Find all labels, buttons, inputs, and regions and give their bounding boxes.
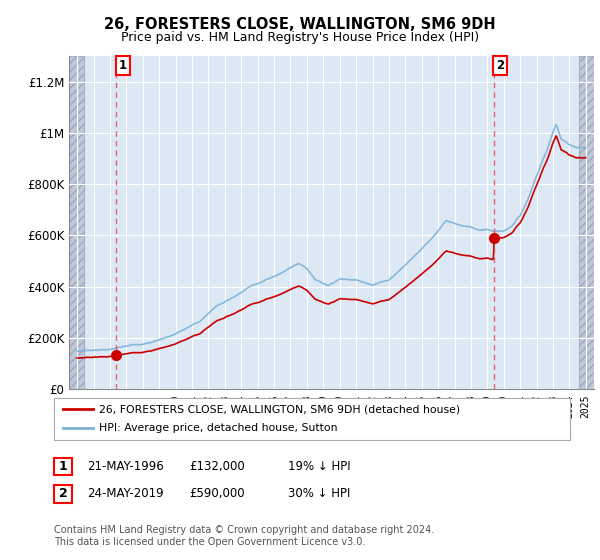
- Text: HPI: Average price, detached house, Sutton: HPI: Average price, detached house, Sutt…: [99, 423, 337, 433]
- Text: 2: 2: [59, 487, 67, 501]
- Text: 2: 2: [496, 59, 505, 72]
- Bar: [69, 56, 84, 389]
- Text: £590,000: £590,000: [189, 487, 245, 501]
- Text: 26, FORESTERS CLOSE, WALLINGTON, SM6 9DH: 26, FORESTERS CLOSE, WALLINGTON, SM6 9DH: [104, 17, 496, 32]
- Bar: [579, 56, 594, 389]
- Text: Contains HM Land Registry data © Crown copyright and database right 2024.
This d: Contains HM Land Registry data © Crown c…: [54, 525, 434, 547]
- Text: 1: 1: [119, 59, 127, 72]
- Text: 19% ↓ HPI: 19% ↓ HPI: [288, 460, 350, 473]
- Text: 1: 1: [59, 460, 67, 473]
- Bar: [579, 56, 594, 389]
- Text: 24-MAY-2019: 24-MAY-2019: [87, 487, 164, 501]
- Bar: [69, 56, 84, 389]
- Text: 30% ↓ HPI: 30% ↓ HPI: [288, 487, 350, 501]
- Text: 21-MAY-1996: 21-MAY-1996: [87, 460, 164, 473]
- Text: 26, FORESTERS CLOSE, WALLINGTON, SM6 9DH (detached house): 26, FORESTERS CLOSE, WALLINGTON, SM6 9DH…: [99, 404, 460, 414]
- Text: Price paid vs. HM Land Registry's House Price Index (HPI): Price paid vs. HM Land Registry's House …: [121, 31, 479, 44]
- Text: £132,000: £132,000: [189, 460, 245, 473]
